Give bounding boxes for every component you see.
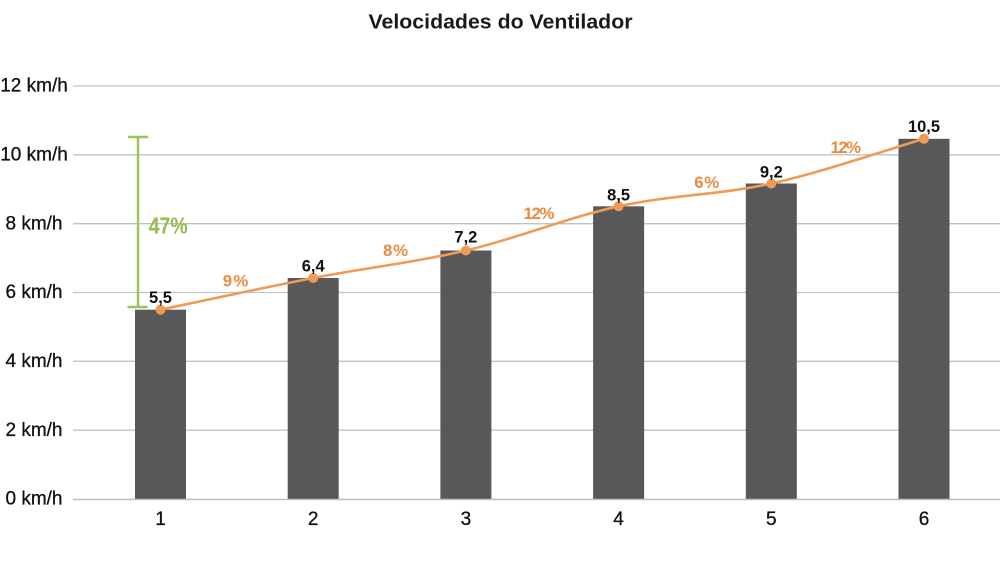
svg-text:3: 3 xyxy=(461,509,472,530)
svg-text:4: 4 xyxy=(613,509,624,530)
svg-text:6 km/h: 6 km/h xyxy=(5,282,62,303)
svg-text:5: 5 xyxy=(766,509,777,530)
svg-text:6: 6 xyxy=(919,509,930,530)
svg-text:8%: 8% xyxy=(383,241,408,260)
svg-text:0 km/h: 0 km/h xyxy=(5,489,62,510)
svg-text:10,5: 10,5 xyxy=(908,118,940,136)
svg-text:47%: 47% xyxy=(149,212,188,238)
svg-text:10 km/h: 10 km/h xyxy=(0,144,68,165)
svg-text:12%: 12% xyxy=(831,138,862,157)
svg-text:9%: 9% xyxy=(223,272,249,291)
svg-text:12 km/h: 12 km/h xyxy=(0,76,68,97)
svg-text:2 km/h: 2 km/h xyxy=(5,420,62,441)
svg-text:5,5: 5,5 xyxy=(149,289,172,307)
svg-text:6%: 6% xyxy=(694,173,719,192)
svg-text:6,4: 6,4 xyxy=(302,258,326,276)
svg-text:9,2: 9,2 xyxy=(760,163,783,181)
svg-text:2: 2 xyxy=(308,509,319,530)
svg-text:7,2: 7,2 xyxy=(454,229,477,247)
svg-text:Velocidades do Ventilador: Velocidades do Ventilador xyxy=(369,12,633,34)
svg-text:8,5: 8,5 xyxy=(607,186,630,204)
svg-text:8 km/h: 8 km/h xyxy=(5,213,62,234)
svg-text:4 km/h: 4 km/h xyxy=(5,351,62,372)
svg-text:12%: 12% xyxy=(524,204,555,223)
svg-text:1: 1 xyxy=(155,509,166,530)
